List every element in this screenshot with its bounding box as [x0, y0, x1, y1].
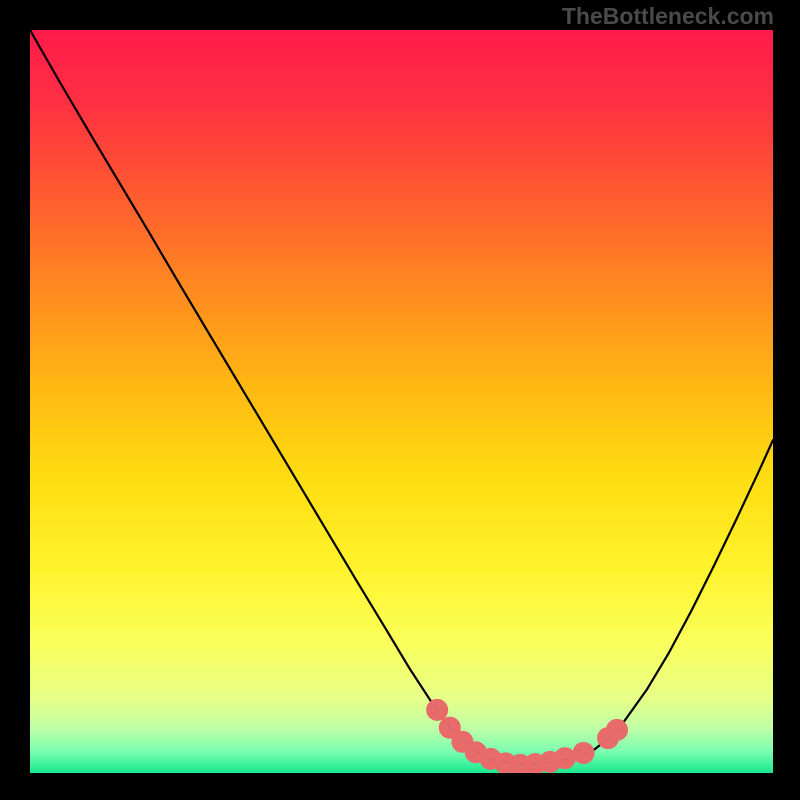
optimum-marker: [430, 703, 444, 717]
chart-frame: TheBottleneck.com: [0, 0, 800, 800]
gradient-background: [30, 30, 773, 773]
optimum-marker: [558, 751, 572, 765]
optimum-marker: [610, 723, 624, 737]
plot-area: [30, 30, 773, 773]
optimum-marker: [443, 721, 457, 735]
bottleneck-curve-chart: [30, 30, 773, 773]
optimum-marker: [577, 746, 591, 760]
watermark-text: TheBottleneck.com: [562, 3, 774, 30]
